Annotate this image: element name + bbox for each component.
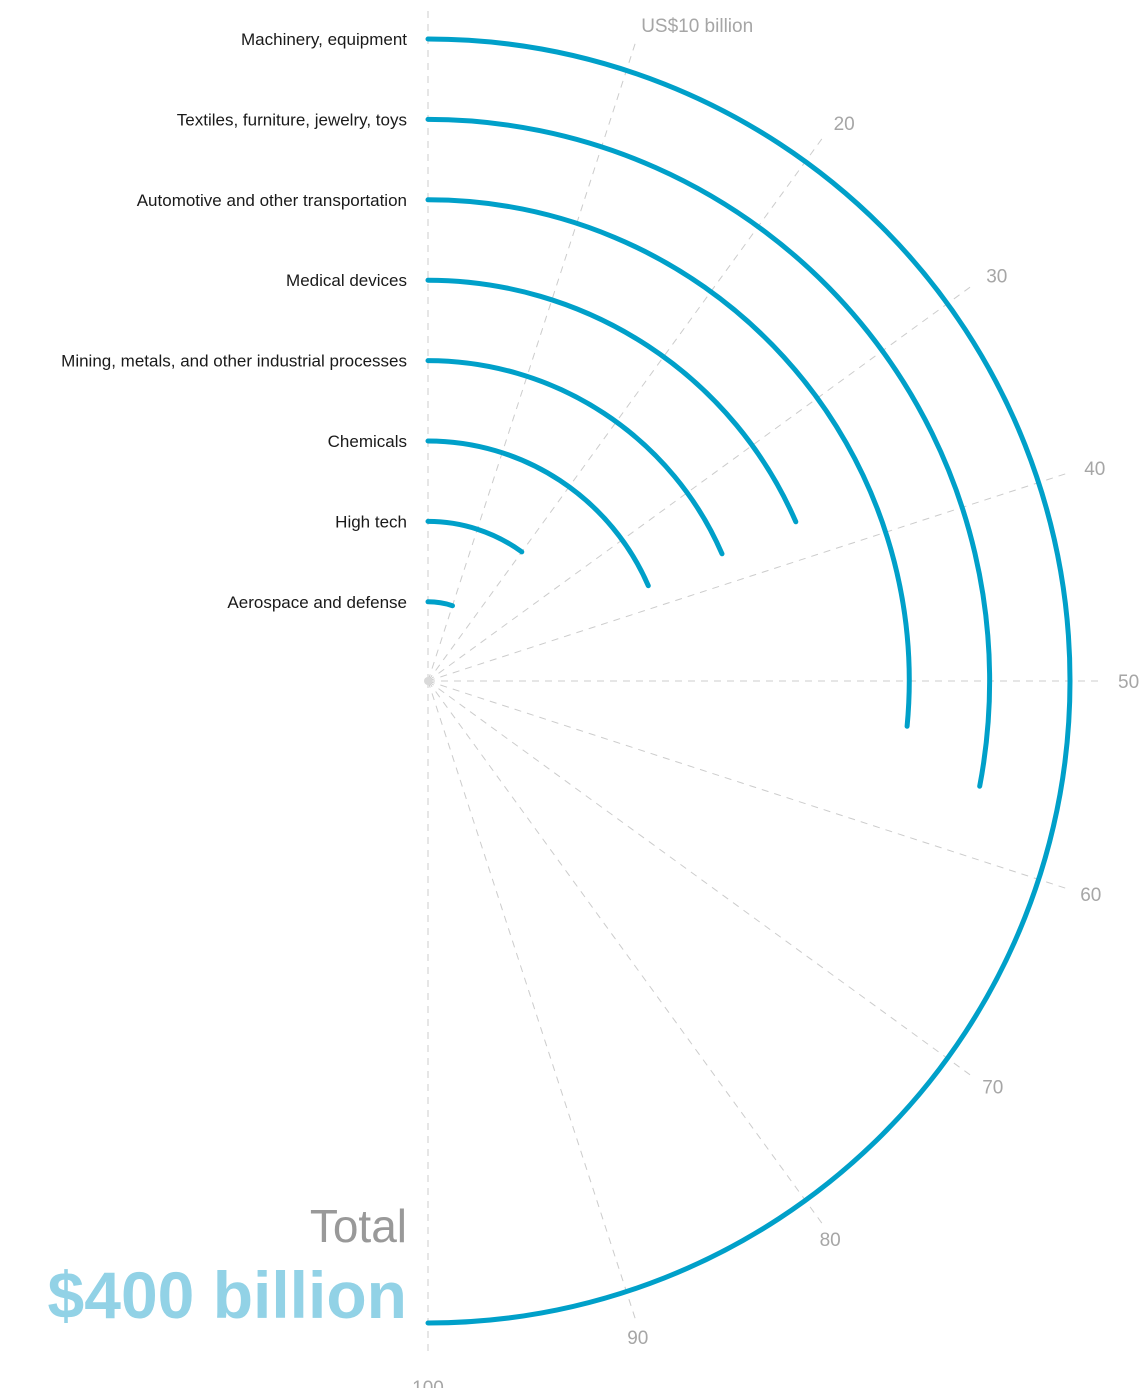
arc-high-tech xyxy=(425,518,525,555)
arc-aerospace-and-defense xyxy=(425,599,455,609)
total-value: $400 billion xyxy=(47,1258,407,1332)
category-label-chemicals: Chemicals xyxy=(328,432,407,451)
grid-spoke-70 xyxy=(427,680,972,1077)
tick-label-40: 40 xyxy=(1084,459,1105,480)
arc-machinery-equipment xyxy=(425,36,1073,1326)
category-label-medical-devices: Medical devices xyxy=(286,271,407,290)
tick-label-30: 30 xyxy=(986,266,1007,287)
tick-label-50: 50 xyxy=(1118,672,1139,693)
tick-label-90: 90 xyxy=(627,1328,648,1349)
grid-spoke-20 xyxy=(427,137,824,682)
grid-spoke-30 xyxy=(427,285,972,682)
chart-center-dot xyxy=(424,677,432,685)
category-label-machinery-equipment: Machinery, equipment xyxy=(241,30,407,49)
tick-label-80: 80 xyxy=(820,1230,841,1251)
arc-textiles-furniture-jewelry-toys xyxy=(425,116,993,789)
grid-spoke-40 xyxy=(427,472,1068,682)
tick-labels: US$10 billion 20 30 40 50 60 70 80 90 100 xyxy=(412,16,1139,1388)
arc-medical-devices xyxy=(425,277,799,525)
grid-spoke-90 xyxy=(427,680,637,1321)
tick-label-60: 60 xyxy=(1080,885,1101,906)
grid-spoke-60 xyxy=(427,680,1068,890)
tick-label-20: 20 xyxy=(834,114,855,135)
arc-mining-metals-and-other-industrial-processes xyxy=(425,358,725,557)
category-label-aerospace-and-defense: Aerospace and defense xyxy=(227,593,407,612)
tick-label-10: US$10 billion xyxy=(641,16,753,37)
category-label-textiles-furniture-jewelry-toys: Textiles, furniture, jewelry, toys xyxy=(177,110,407,129)
tick-label-100: 100 xyxy=(412,1378,444,1388)
category-label-automotive-and-other-transportation: Automotive and other transportation xyxy=(137,191,407,210)
arc-automotive-and-other-transportation xyxy=(425,197,912,729)
category-label-high-tech: High tech xyxy=(335,512,407,531)
grid-spoke-80 xyxy=(427,680,824,1225)
category-label-mining-metals-and-other-industrial-processes: Mining, metals, and other industrial pro… xyxy=(61,352,407,371)
total-label: Total xyxy=(309,1200,407,1252)
category-labels: Machinery, equipment Textiles, furniture,… xyxy=(61,30,407,612)
tick-label-70: 70 xyxy=(982,1078,1003,1099)
data-arcs xyxy=(425,36,1073,1326)
arc-chemicals xyxy=(425,438,651,589)
